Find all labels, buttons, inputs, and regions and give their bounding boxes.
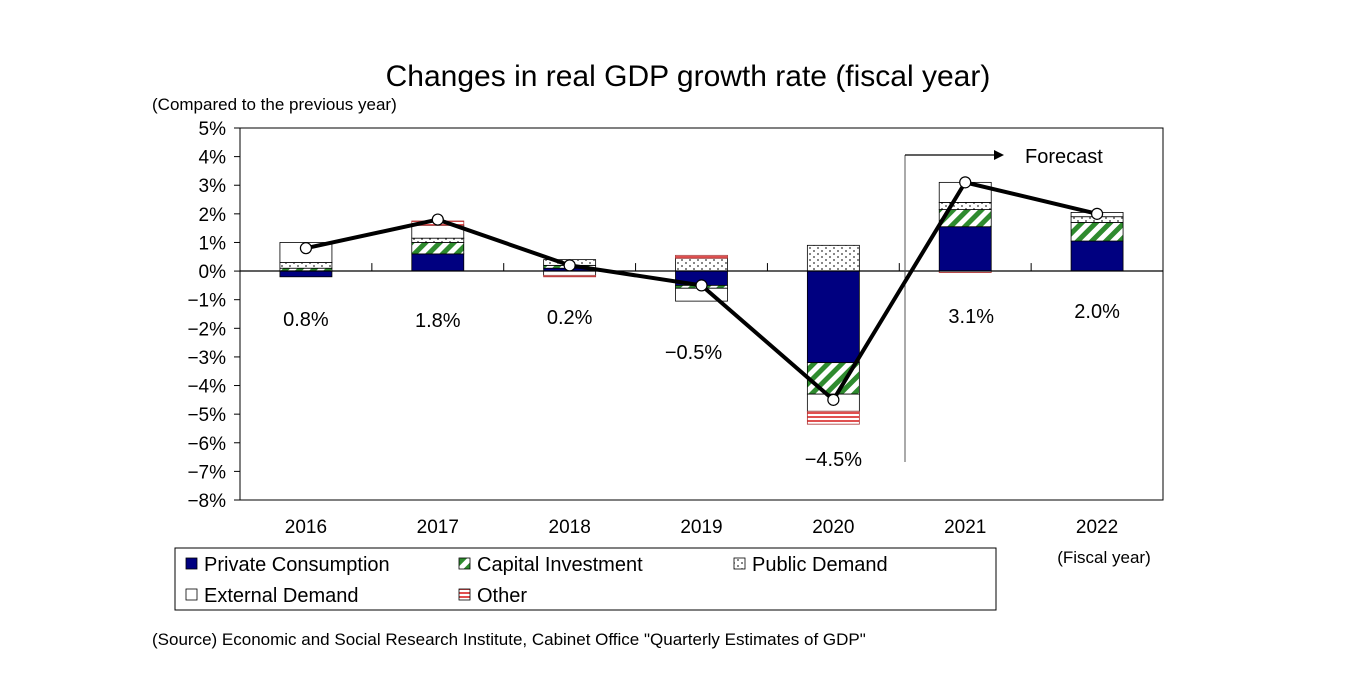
bar-segment-other [675,254,728,259]
y-tick-label: 3% [199,176,227,197]
legend-label: Capital Investment [477,554,643,576]
y-tick-label: −1% [187,291,226,312]
y-tick-label: −8% [187,491,226,512]
y-tick-label: −2% [187,319,226,340]
y-tick-label: −6% [187,434,226,455]
bar-segment-private-consumption [411,253,465,272]
bar-segment-public-demand [279,262,333,269]
x-tick-label: 2016 [285,517,327,538]
y-tick-label: −4% [187,377,226,398]
legend [174,547,997,611]
legend-swatch [458,588,471,601]
legend-label: Public Demand [752,554,888,576]
y-tick-label: −5% [187,405,226,426]
forecast-label: Forecast [1025,146,1103,168]
bar-segment-private-consumption [806,270,860,364]
bar-segment-capital-investment [1070,222,1124,242]
y-axis-label: (Compared to the previous year) [152,95,397,114]
bar-segment-public-demand [411,237,465,243]
bar-segment-external-demand [543,270,597,276]
total-label: −4.5% [805,449,862,471]
total-label: 2.0% [1074,301,1120,323]
y-tick-label: 5% [199,119,227,140]
total-point [431,213,444,226]
total-label: 0.2% [547,307,593,329]
legend-swatch [458,557,471,570]
y-tick-label: 1% [199,233,227,254]
y-tick-label: 0% [199,262,227,283]
total-point [959,176,972,189]
x-tick-label: 2018 [549,517,591,538]
total-label: 1.8% [415,310,461,332]
x-tick-label: 2017 [417,517,459,538]
chart-title: Changes in real GDP growth rate (fiscal … [386,60,991,93]
x-tick-label: 2020 [812,517,854,538]
legend-swatch [185,557,198,570]
x-tick-label: 2021 [944,517,986,538]
source-note: (Source) Economic and Social Research In… [152,630,866,649]
total-label: 3.1% [948,306,994,328]
legend-label: Private Consumption [204,554,390,576]
bar-segment-public-demand [938,201,992,210]
total-point [695,279,708,292]
bar-segment-other [806,410,860,425]
bar-segment-private-consumption [1070,240,1124,272]
total-point [827,393,840,406]
total-label: −0.5% [665,342,722,364]
legend-swatch [733,557,746,570]
bar-segment-private-consumption [279,270,333,278]
bar-segment-other [543,274,597,278]
x-tick-label: 2022 [1076,517,1118,538]
total-label: 0.8% [283,309,329,331]
legend-label: Other [477,585,527,607]
x-axis-label: (Fiscal year) [1057,548,1151,567]
y-tick-label: 2% [199,205,227,226]
y-tick-label: −7% [187,462,226,483]
total-point [563,259,576,272]
bar-segment-public-demand [675,257,728,272]
legend-label: External Demand [204,585,359,607]
x-tick-label: 2019 [680,517,722,538]
total-point [299,242,313,255]
bar-segment-capital-investment [411,242,465,255]
total-point [1090,207,1104,220]
plot-area [239,127,1164,501]
bar-segment-private-consumption [938,226,992,272]
legend-swatch [185,588,198,601]
bar-segment-public-demand [806,244,860,272]
arrow-icon [994,150,1004,160]
y-tick-label: 4% [199,148,227,169]
forecast-marker: Forecast [904,146,1103,462]
y-tick-label: −3% [187,348,226,369]
